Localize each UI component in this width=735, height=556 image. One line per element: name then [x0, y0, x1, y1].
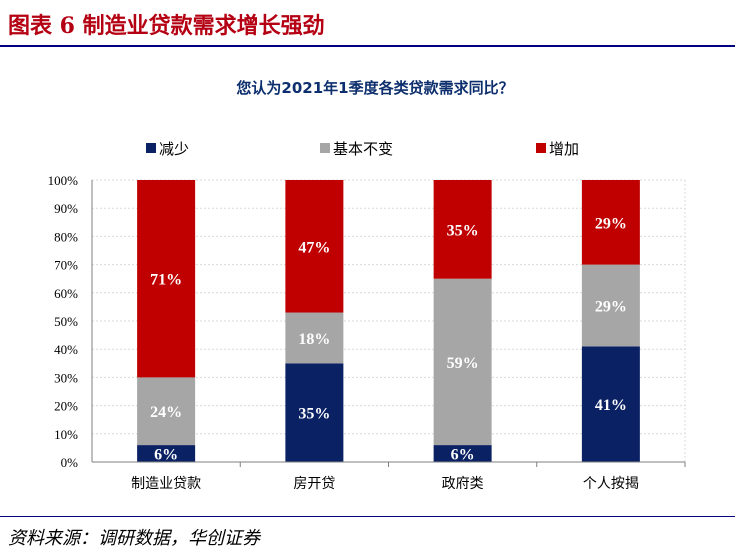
- x-axis: 制造业贷款 房开贷 政府类 个人按揭: [92, 461, 686, 492]
- data-label: 29%: [595, 298, 627, 315]
- y-axis: 0% 10% 20% 30% 40% 50% 60% 70% 80% 90% 100%: [48, 173, 93, 470]
- data-label: 59%: [447, 355, 479, 372]
- bar-segment: [433, 180, 492, 279]
- category-label: 政府类: [442, 476, 484, 492]
- bar-segment: [285, 180, 344, 313]
- y-tick-label: 70%: [54, 258, 78, 273]
- y-tick-label: 90%: [54, 201, 78, 216]
- data-label: 71%: [150, 272, 182, 289]
- data-label: 41%: [595, 397, 627, 414]
- data-label: 35%: [298, 406, 330, 423]
- bar-segment: [137, 377, 196, 446]
- bar-segment: [137, 180, 196, 378]
- legend-swatch: [320, 143, 330, 153]
- top-rule: [0, 45, 735, 47]
- chart-title: 您认为2021年1季度各类贷款需求同比？: [235, 79, 513, 97]
- y-tick-label: 80%: [54, 229, 78, 244]
- y-tick-label: 50%: [54, 314, 78, 329]
- source-note: 资料来源：调研数据，华创证券: [8, 528, 260, 549]
- bar-segment: [581, 180, 640, 265]
- bar-segment: [581, 264, 640, 347]
- figure-title: 图表 6 制造业贷款需求增长强劲: [8, 13, 325, 39]
- y-tick-label: 10%: [54, 427, 78, 442]
- legend: 减少 基本不变 增加: [146, 140, 579, 158]
- bars: [137, 180, 640, 462]
- stacked-bar-chart: 您认为2021年1季度各类贷款需求同比？ 减少 基本不变 增加 0% 10% 20% 30…: [48, 79, 686, 492]
- data-label: 6%: [154, 447, 178, 464]
- bar-segment: [433, 278, 492, 446]
- legend-swatch: [146, 143, 156, 153]
- gridlines: [92, 179, 686, 462]
- data-label: 35%: [447, 222, 479, 239]
- y-tick-label: 40%: [54, 342, 78, 357]
- bar-segment: [581, 346, 640, 462]
- bar-segment: [285, 363, 344, 462]
- data-label: 29%: [595, 215, 627, 232]
- legend-label: 减少: [159, 140, 189, 158]
- category-label: 制造业贷款: [131, 476, 201, 492]
- data-label: 24%: [150, 404, 182, 421]
- y-tick-label: 60%: [54, 286, 78, 301]
- legend-label: 基本不变: [333, 140, 393, 158]
- data-label: 6%: [451, 447, 475, 464]
- bottom-rule: [0, 516, 735, 517]
- y-tick-label: 0%: [61, 455, 79, 470]
- category-label: 个人按揭: [583, 476, 639, 492]
- bar-segment: [433, 445, 492, 462]
- category-label: 房开贷: [293, 476, 335, 492]
- y-tick-label: 30%: [54, 370, 78, 385]
- data-label: 18%: [298, 331, 330, 348]
- legend-label: 增加: [549, 140, 579, 158]
- data-labels: 6% 24% 71% 35% 18% 47% 6% 59% 35% 41% 29% 29%: [150, 215, 627, 463]
- legend-swatch: [536, 143, 546, 153]
- bar-segment: [137, 445, 196, 462]
- bar-segment: [285, 312, 344, 364]
- data-label: 47%: [298, 239, 330, 256]
- y-tick-label: 20%: [54, 399, 78, 414]
- y-tick-label: 100%: [48, 173, 79, 188]
